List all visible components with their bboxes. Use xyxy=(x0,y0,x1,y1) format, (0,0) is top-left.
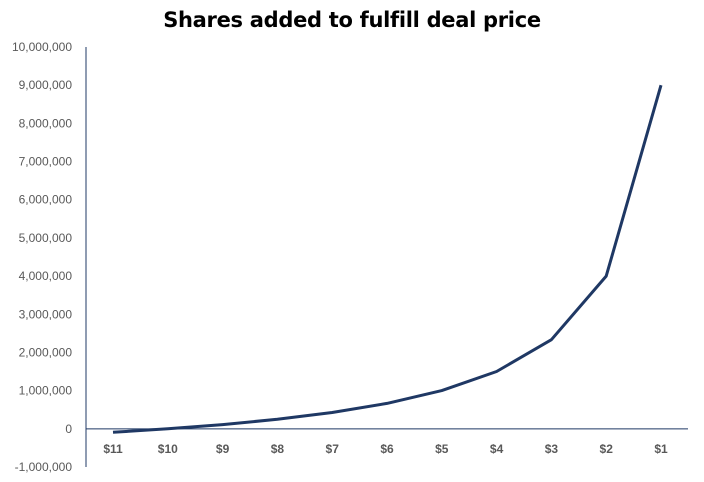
x-tick-label: $5 xyxy=(435,442,449,456)
x-tick-label: $1 xyxy=(654,442,668,456)
x-tick-label: $2 xyxy=(600,442,614,456)
y-tick-label: 10,000,000 xyxy=(12,40,72,54)
x-axis: $11 $10 $9 $8 $7 $6 $5 $4 $3 $2 $1 xyxy=(86,429,688,456)
y-tick-label: -1,000,000 xyxy=(15,460,73,474)
y-tick-label: 7,000,000 xyxy=(19,155,73,169)
y-tick-label: 0 xyxy=(65,422,72,436)
y-tick-label: 8,000,000 xyxy=(19,116,73,130)
y-tick-label: 1,000,000 xyxy=(19,384,73,398)
y-tick-label: 6,000,000 xyxy=(19,193,73,207)
y-axis: -1,000,000 0 1,000,000 2,000,000 3,000,000 4,… xyxy=(12,40,86,474)
x-tick-label: $10 xyxy=(158,442,178,456)
y-tick-label: 2,000,000 xyxy=(19,345,73,359)
y-tick-label: 9,000,000 xyxy=(19,78,73,92)
x-tick-label: $6 xyxy=(380,442,394,456)
series-lines xyxy=(113,85,661,432)
series-line xyxy=(113,85,661,432)
x-tick-label: $8 xyxy=(271,442,285,456)
y-tick-label: 3,000,000 xyxy=(19,307,73,321)
x-tick-label: $11 xyxy=(103,442,123,456)
y-tick-label: 4,000,000 xyxy=(19,269,73,283)
y-tick-label: 5,000,000 xyxy=(19,231,73,245)
x-tick-label: $4 xyxy=(490,442,504,456)
x-tick-label: $3 xyxy=(545,442,559,456)
x-tick-label: $9 xyxy=(216,442,230,456)
x-tick-label: $7 xyxy=(326,442,340,456)
